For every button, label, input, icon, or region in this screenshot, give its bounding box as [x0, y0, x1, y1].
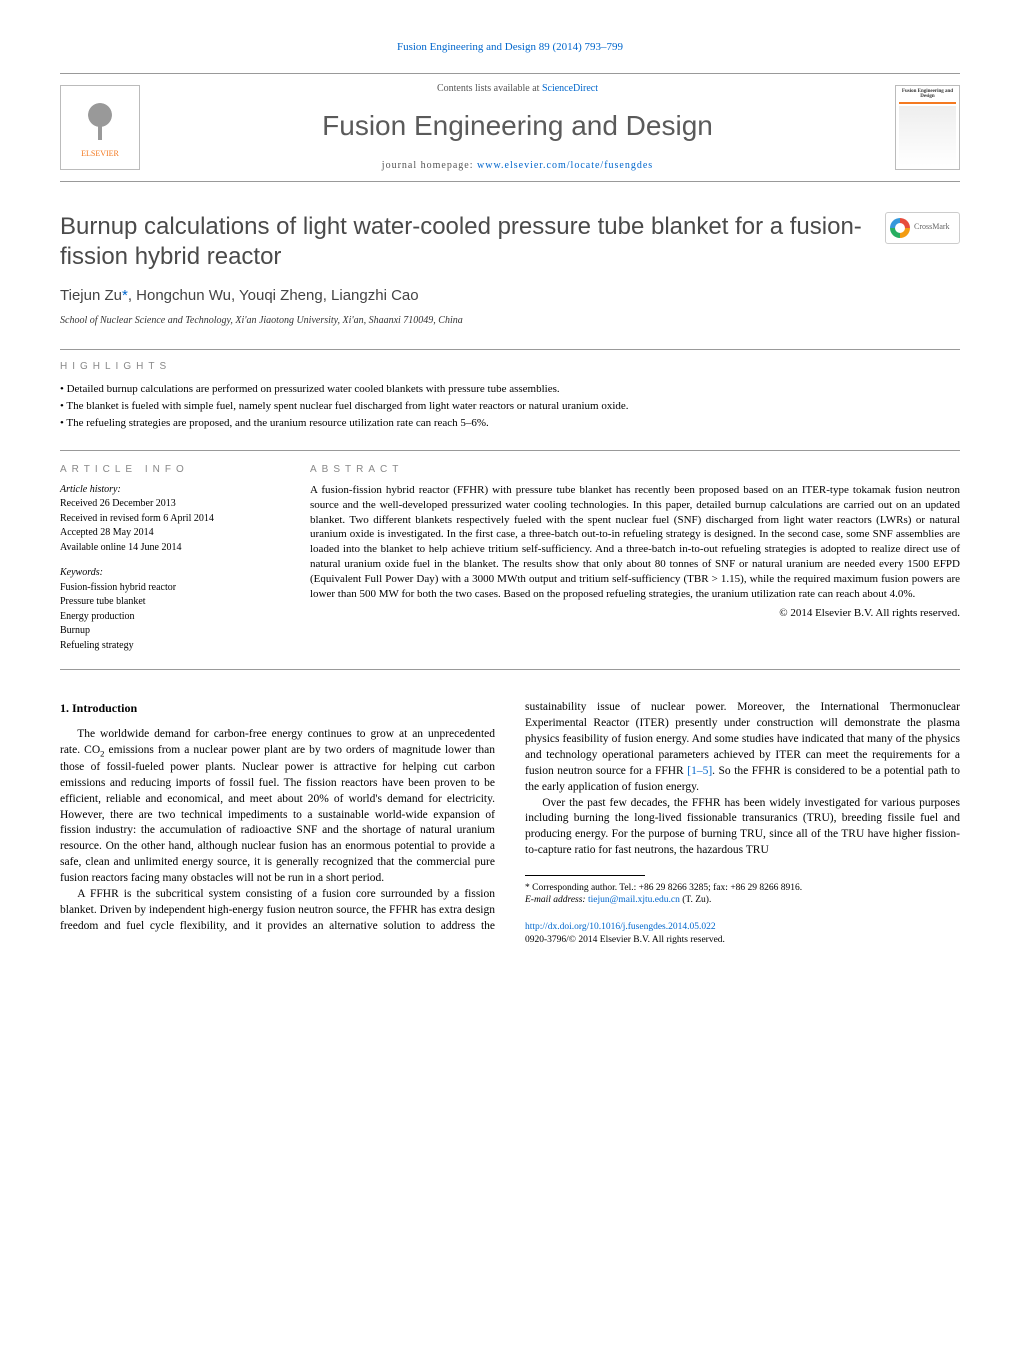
footer-block: http://dx.doi.org/10.1016/j.fusengdes.20… [525, 921, 960, 947]
keyword: Pressure tube blanket [60, 595, 280, 609]
history-line: Available online 14 June 2014 [60, 541, 280, 555]
affiliation: School of Nuclear Science and Technology… [60, 314, 960, 328]
highlights-list: Detailed burnup calculations are perform… [60, 382, 960, 431]
highlights-label: HIGHLIGHTS [60, 360, 960, 374]
highlight-item: Detailed burnup calculations are perform… [60, 382, 960, 397]
journal-banner: ELSEVIER Contents lists available at Sci… [60, 73, 960, 182]
author-1: Tiejun Zu [60, 287, 122, 304]
email-label: E-mail address: [525, 895, 588, 905]
doi-link[interactable]: http://dx.doi.org/10.1016/j.fusengdes.20… [525, 922, 716, 932]
info-abstract-row: ARTICLE INFO Article history: Received 2… [60, 450, 960, 670]
homepage-prefix: journal homepage: [382, 160, 477, 171]
corresponding-footnote: * Corresponding author. Tel.: +86 29 826… [525, 882, 960, 894]
article-info: ARTICLE INFO Article history: Received 2… [60, 463, 280, 653]
citation-link[interactable]: [1–5] [687, 765, 712, 777]
crossmark-icon [890, 218, 910, 238]
contents-line: Contents lists available at ScienceDirec… [160, 82, 875, 96]
authors-line: Tiejun Zu*, Hongchun Wu, Youqi Zheng, Li… [60, 286, 960, 306]
highlights-section: HIGHLIGHTS Detailed burnup calculations … [60, 360, 960, 430]
citation-link[interactable]: Fusion Engineering and Design 89 (2014) … [397, 41, 623, 53]
elsevier-logo[interactable]: ELSEVIER [60, 85, 140, 170]
abstract-body: A fusion-fission hybrid reactor (FFHR) w… [310, 483, 960, 602]
cover-title: Fusion Engineering and Design [899, 89, 956, 104]
issn-copyright: 0920-3796/© 2014 Elsevier B.V. All right… [525, 935, 725, 945]
highlight-item: The refueling strategies are proposed, a… [60, 416, 960, 431]
email-link[interactable]: tiejun@mail.xjtu.edu.cn [588, 895, 680, 905]
keywords-heading: Keywords: [60, 566, 280, 580]
footnote-separator [525, 875, 645, 876]
keyword: Energy production [60, 610, 280, 624]
journal-name: Fusion Engineering and Design [160, 107, 875, 145]
email-suffix: (T. Zu). [680, 895, 711, 905]
abstract-copyright: © 2014 Elsevier B.V. All rights reserved… [310, 606, 960, 621]
email-footnote: E-mail address: tiejun@mail.xjtu.edu.cn … [525, 894, 960, 906]
journal-homepage: journal homepage: www.elsevier.com/locat… [160, 159, 875, 173]
authors-rest: , Hongchun Wu, Youqi Zheng, Liangzhi Cao [128, 287, 419, 304]
history-line: Received in revised form 6 April 2014 [60, 512, 280, 526]
abstract: ABSTRACT A fusion-fission hybrid reactor… [310, 463, 960, 653]
article-info-label: ARTICLE INFO [60, 463, 280, 477]
elsevier-label: ELSEVIER [81, 149, 119, 160]
section-number: 1. [60, 701, 69, 715]
homepage-link[interactable]: www.elsevier.com/locate/fusengdes [477, 160, 653, 171]
cover-body [899, 106, 956, 166]
crossmark-badge[interactable]: CrossMark [885, 212, 960, 244]
body-paragraph: The worldwide demand for carbon-free ene… [60, 727, 495, 887]
banner-center: Contents lists available at ScienceDirec… [140, 82, 895, 173]
body-paragraph: Over the past few decades, the FFHR has … [525, 796, 960, 859]
citation-header: Fusion Engineering and Design 89 (2014) … [60, 40, 960, 55]
para-text: emissions from a nuclear power plant are… [60, 744, 495, 868]
divider [60, 349, 960, 350]
elsevier-tree-icon [75, 95, 125, 145]
keyword: Burnup [60, 624, 280, 638]
contents-prefix: Contents lists available at [437, 83, 542, 94]
keyword: Fusion-fission hybrid reactor [60, 581, 280, 595]
article-title: Burnup calculations of light water-coole… [60, 212, 885, 272]
section-heading: 1. Introduction [60, 700, 495, 717]
title-row: Burnup calculations of light water-coole… [60, 212, 960, 272]
body-columns: 1. Introduction The worldwide demand for… [60, 700, 960, 947]
highlight-item: The blanket is fueled with simple fuel, … [60, 399, 960, 414]
sciencedirect-link[interactable]: ScienceDirect [542, 83, 598, 94]
keyword: Refueling strategy [60, 639, 280, 653]
section-title: Introduction [72, 701, 137, 715]
crossmark-label: CrossMark [914, 222, 950, 233]
history-heading: Article history: [60, 483, 280, 497]
history-line: Accepted 28 May 2014 [60, 526, 280, 540]
abstract-label: ABSTRACT [310, 463, 960, 477]
history-line: Received 26 December 2013 [60, 497, 280, 511]
journal-cover-thumbnail[interactable]: Fusion Engineering and Design [895, 85, 960, 170]
